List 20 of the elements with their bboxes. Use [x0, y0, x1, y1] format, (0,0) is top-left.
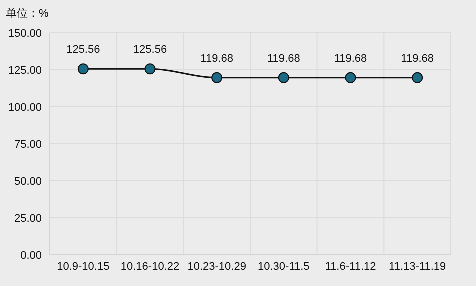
data-label: 119.68 — [200, 52, 234, 65]
data-label: 125.56 — [133, 44, 168, 56]
data-label: 125.56 — [66, 44, 100, 56]
data-label: 119.68 — [334, 52, 368, 65]
y-tick-label: 100.00 — [8, 102, 42, 114]
data-label: 119.68 — [268, 52, 300, 65]
x-tick-label: 10.23-10.29 — [188, 261, 246, 273]
y-axis-title: 单位：% — [6, 7, 49, 20]
x-tick-label: 11.13-11.19 — [389, 261, 446, 273]
y-tick-label: 75.00 — [14, 139, 42, 151]
y-tick-label: 125.00 — [8, 65, 42, 77]
data-label: 119.68 — [401, 52, 434, 65]
y-tick-label: 0.00 — [20, 250, 42, 262]
y-tick-label: 50.00 — [14, 176, 42, 188]
y-tick-label: 25.00 — [14, 213, 42, 225]
x-tick-label: 10.30-11.5 — [258, 261, 310, 273]
x-tick-label: 11.6-11.12 — [325, 261, 376, 273]
y-tick-label: 150.00 — [8, 28, 42, 40]
x-tick-label: 10.16-10.22 — [120, 261, 180, 273]
x-tick-label: 10.9-10.15 — [57, 261, 110, 273]
